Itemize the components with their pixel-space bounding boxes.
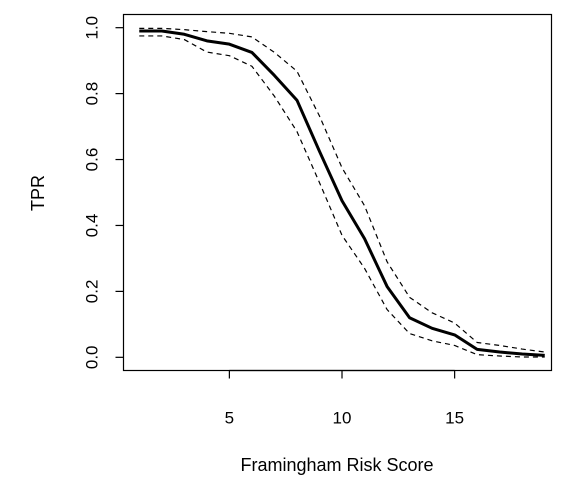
x-tick-label: 10 — [333, 409, 352, 428]
x-tick-label: 15 — [445, 409, 464, 428]
y-tick-label: 0.2 — [83, 280, 102, 304]
y-tick-label: 0.8 — [83, 82, 102, 106]
y-tick-label: 0.0 — [83, 345, 102, 369]
x-tick-label: 5 — [225, 409, 234, 428]
y-tick-label: 0.6 — [83, 148, 102, 172]
y-tick-label: 0.4 — [83, 214, 102, 238]
y-axis-label: TPR — [28, 175, 48, 211]
estimate-line — [139, 29, 545, 357]
x-axis: 5 10 15 — [225, 369, 464, 428]
upper-bound-line — [139, 27, 545, 353]
y-axis: 0.0 0.2 0.4 0.6 0.8 1.0 — [83, 16, 124, 369]
lower-bound-line — [139, 35, 545, 358]
y-tick-label: 1.0 — [83, 16, 102, 40]
series-layer — [139, 27, 545, 358]
x-axis-label: Framingham Risk Score — [240, 455, 433, 475]
